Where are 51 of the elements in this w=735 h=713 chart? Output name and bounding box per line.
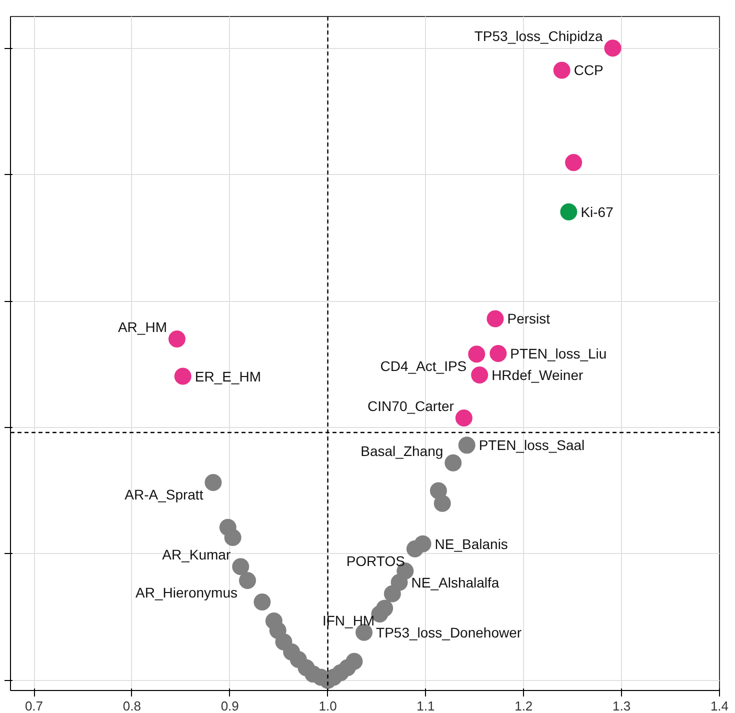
annotation: NE_Alshalalfa [411, 574, 500, 590]
x-tick-label: 1.3 [612, 698, 631, 713]
x-tick-label: 1.2 [514, 698, 533, 713]
point [346, 652, 363, 670]
point [471, 366, 488, 384]
annotation: CCP [574, 62, 604, 78]
annotation: PORTOS [346, 552, 405, 569]
point [434, 494, 451, 512]
point [565, 154, 582, 172]
annotation: PTEN_loss_Saal [478, 437, 585, 454]
annotation: AR-A_Spratt [124, 486, 204, 502]
annotation: TP53_loss_Chipidza [474, 28, 603, 44]
annotation: PTEN_loss_Liu [510, 346, 607, 362]
annotation: HRdef_Weiner [492, 366, 584, 383]
annotation: AR_Kumar [162, 546, 231, 563]
annotation: AR_Hieronymus [136, 584, 238, 600]
point [254, 594, 271, 610]
point [604, 40, 622, 57]
point [204, 474, 222, 491]
point [406, 540, 424, 558]
annotation: Persist [507, 310, 550, 327]
point [224, 529, 242, 546]
point [376, 600, 394, 617]
point [458, 436, 476, 454]
annotation: Ki-67 [580, 204, 614, 220]
point [168, 330, 186, 348]
annotation: NE_Balanis [434, 536, 508, 552]
point [553, 62, 570, 79]
point [444, 454, 462, 472]
point [560, 203, 578, 220]
annotation: CIN70_Carter [368, 398, 454, 414]
point [468, 346, 486, 363]
annotation: AR_HM [118, 318, 167, 335]
point [486, 310, 504, 328]
x-tick-label: 1.0 [318, 698, 337, 713]
point [238, 572, 256, 589]
annotation: IFN_HM [322, 612, 375, 628]
annotation: CD4_Act_IPS [380, 358, 467, 374]
x-tick-label: 0.7 [24, 698, 44, 713]
annotation: Basal_Zhang [360, 442, 444, 459]
annotation: ER_E_HM [194, 368, 261, 384]
point [390, 574, 408, 591]
point [490, 345, 507, 362]
x-tick-label: 1.4 [710, 698, 729, 713]
x-tick-label: 1.1 [416, 698, 435, 713]
point [455, 410, 472, 426]
x-tick-label: 0.9 [220, 698, 239, 713]
annotation: TP53_loss_Donehower [376, 624, 522, 640]
point [174, 368, 192, 385]
point [232, 558, 250, 576]
x-tick-label: 0.8 [122, 698, 141, 713]
